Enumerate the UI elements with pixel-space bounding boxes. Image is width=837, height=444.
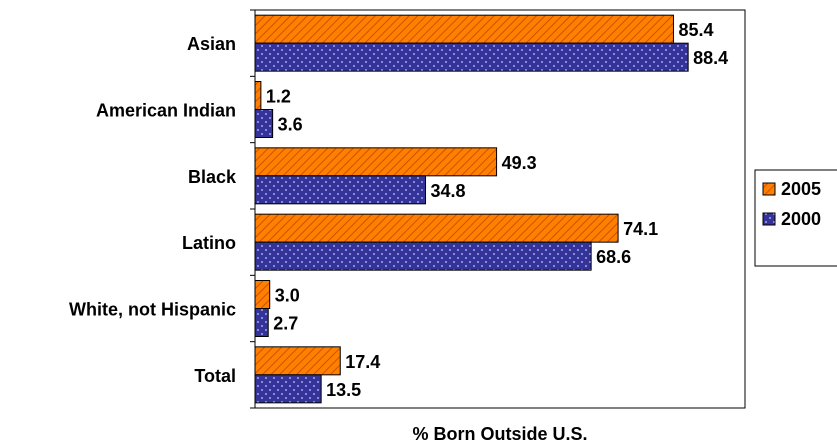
bar-2005-latino	[254, 213, 619, 243]
value-label: 13.5	[326, 380, 361, 400]
bar-2005-white-not-hispanic	[254, 280, 271, 309]
bar-2000-asian	[254, 42, 689, 72]
bar-2000-total	[254, 374, 322, 404]
legend: 2005 2000	[754, 169, 837, 267]
value-labels: 85.4 88.4 1.2 3.6 49.3 34.8 74.1 68.6 3.0 2.7 17.4…	[266, 20, 728, 400]
category-label: American Indian	[96, 101, 236, 121]
legend-label: 2000	[781, 209, 821, 229]
value-label: 1.2	[266, 87, 291, 107]
bar-2005-asian	[254, 14, 674, 44]
bar-2000-latino	[254, 241, 592, 271]
bar-2000-white-not-hispanic	[254, 308, 269, 337]
bar-2000-black	[254, 175, 427, 205]
bar-2000-american-indian	[254, 109, 274, 138]
value-label: 2.7	[273, 314, 298, 334]
plot-area	[250, 9, 746, 409]
value-label: 49.3	[502, 153, 537, 173]
value-label: 17.4	[345, 352, 380, 372]
category-label: Latino	[182, 233, 236, 253]
bar-2005-total	[254, 346, 341, 376]
category-label: Asian	[187, 34, 236, 54]
value-label: 34.8	[431, 181, 466, 201]
value-label: 74.1	[623, 219, 658, 239]
bars-group	[254, 14, 689, 404]
category-label: Total	[194, 366, 236, 386]
legend-swatch	[762, 182, 776, 196]
bar-2005-black	[254, 147, 498, 177]
legend-label: 2005	[781, 179, 821, 199]
category-labels: Asian American Indian Black Latino White, no…	[69, 34, 237, 386]
value-label: 85.4	[678, 20, 713, 40]
category-label: Black	[188, 167, 237, 187]
value-label: 88.4	[693, 48, 728, 68]
legend-swatch	[762, 212, 776, 226]
x-axis-title: % Born Outside U.S.	[412, 424, 587, 444]
category-label: White, not Hispanic	[69, 300, 236, 320]
value-label: 3.6	[278, 115, 303, 135]
value-label: 68.6	[596, 247, 631, 267]
bar-2005-american-indian	[254, 81, 262, 110]
value-label: 3.0	[275, 286, 300, 306]
